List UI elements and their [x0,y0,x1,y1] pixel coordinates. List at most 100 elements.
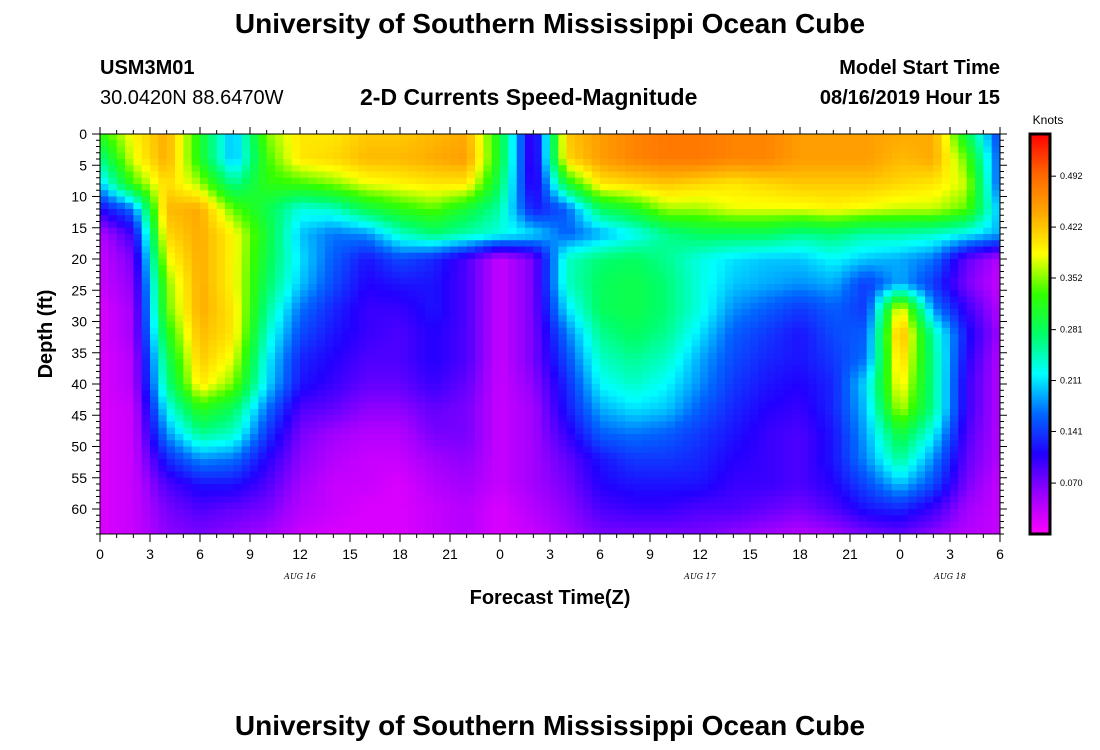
heatmap-cell [891,165,901,173]
heatmap-cell [575,390,584,398]
heatmap-cell [591,134,601,141]
heatmap-cell [175,377,184,385]
heatmap-cell [675,159,684,166]
heatmap-cell [391,302,401,310]
heatmap-cell [350,334,359,341]
heatmap-cell [691,215,701,223]
heatmap-cell [425,159,434,166]
heatmap-cell [341,134,351,141]
heatmap-cell [558,371,568,379]
heatmap-cell [166,390,176,398]
heatmap-cell [583,277,593,285]
heatmap-cell [508,221,518,229]
heatmap-cell [650,340,659,348]
heatmap-cell [866,259,876,266]
heatmap-cell [966,140,976,148]
heatmap-cell [991,259,1000,266]
heatmap-cell [991,146,1000,154]
heatmap-cell [800,359,809,366]
heatmap-cell [500,277,509,285]
heatmap-cell [933,196,943,204]
heatmap-cell [808,352,818,360]
heatmap-cell [750,315,759,323]
heatmap-cell [683,290,693,298]
heatmap-cell [858,190,868,198]
heatmap-cell [341,321,351,329]
heatmap-cell [416,284,426,291]
heatmap-cell [300,140,309,148]
heatmap-cell [216,196,226,204]
heatmap-cell [350,252,359,260]
heatmap-cell [591,315,601,323]
heatmap-cell [850,265,859,273]
heatmap-cell [400,396,409,404]
heatmap-cell [233,190,243,198]
heatmap-cell [400,246,409,254]
heatmap-cell [625,396,634,404]
heatmap-cell [941,240,951,248]
heatmap-cell [808,415,818,423]
heatmap-cell [125,327,134,335]
heatmap-cell [666,177,676,185]
heatmap-cell [833,171,843,179]
heatmap-cell [158,415,168,423]
heatmap-cell [333,165,343,173]
heatmap-cell [775,259,784,266]
heatmap-cell [575,246,584,254]
heatmap-cell [275,309,284,316]
heatmap-cell [708,234,718,241]
heatmap-cell [100,421,109,429]
heatmap-cell [633,352,643,360]
heatmap-cell [141,190,151,198]
heatmap-cell [383,265,393,273]
heatmap-cell [133,284,143,291]
heatmap-cell [400,352,409,360]
heatmap-cell [150,415,159,423]
heatmap-cell [925,227,934,235]
heatmap-cell [550,340,559,348]
heatmap-cell [275,215,284,223]
heatmap-cell [108,384,118,391]
heatmap-cell [458,371,468,379]
heatmap-cell [150,290,159,298]
heatmap-cell [591,171,601,179]
heatmap-cell [375,134,384,141]
heatmap-cell [266,234,276,241]
heatmap-cell [133,252,143,260]
heatmap-cell [391,271,401,279]
heatmap-cell [941,165,951,173]
heatmap-cell [133,165,143,173]
heatmap-cell [833,340,843,348]
heatmap-cell [908,277,918,285]
heatmap-cell [758,371,768,379]
heatmap-cell [991,390,1000,398]
heatmap-cell [516,215,526,223]
heatmap-cell [566,190,576,198]
heatmap-cell [791,246,801,254]
heatmap-cell [641,259,651,266]
heatmap-cell [158,265,168,273]
heatmap-cell [716,340,726,348]
heatmap-cell [566,227,576,235]
heatmap-cell [275,159,284,166]
heatmap-cell [808,252,818,260]
heatmap-cell [983,396,993,404]
heatmap-cell [191,165,201,173]
heatmap-cell [166,340,176,348]
heatmap-cell [266,321,276,329]
heatmap-cell [641,409,651,416]
heatmap-cell [341,234,351,241]
heatmap-cell [225,177,234,185]
heatmap-cell [875,359,884,366]
heatmap-cell [275,209,284,216]
heatmap-cell [625,334,634,341]
heatmap-cell [225,246,234,254]
heatmap-cell [258,152,268,160]
heatmap-cell [950,315,959,323]
heatmap-cell [483,252,493,260]
heatmap-cell [483,171,493,179]
heatmap-cell [133,171,143,179]
heatmap-cell [725,315,734,323]
heatmap-cell [600,259,609,266]
heatmap-cell [891,140,901,148]
